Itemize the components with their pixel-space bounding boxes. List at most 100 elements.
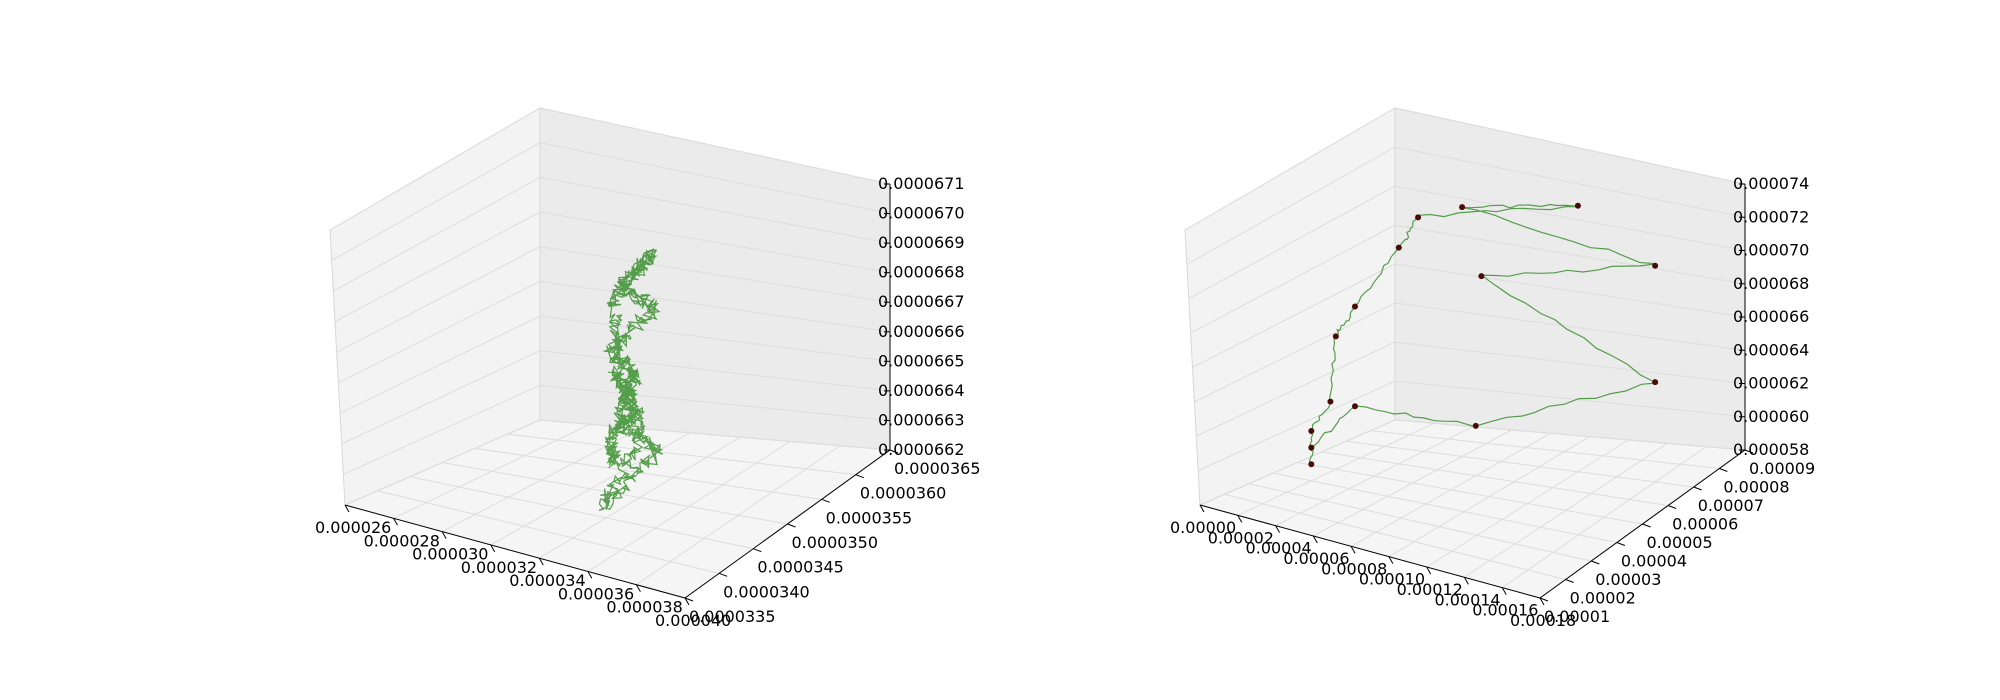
grid-line [539,350,891,392]
x-tick-mark [538,557,544,566]
x-tick-mark [1464,577,1469,585]
x-tick-mark [441,531,447,539]
z-tick-label: 0.000070 [1733,241,1809,260]
y-tick-label: 0.00005 [1647,533,1713,552]
y-tick-mark [821,498,830,503]
x-tick-label: 0.000034 [509,571,585,590]
right-grid [1184,107,1746,599]
grid-line [338,280,541,384]
grid-line [1197,380,1396,472]
grid-line [331,142,541,261]
grid-line [1394,185,1746,251]
x-tick-mark [1501,587,1507,595]
left-3d-axes: 0.0000260.0000280.0000300.0000320.000034… [315,107,981,630]
x-tick-label: 0.000030 [412,545,488,564]
y-tick-mark [1719,468,1728,472]
grid-line [344,419,541,506]
x-tick-mark [1388,556,1394,564]
z-tick-label: 0.0000665 [878,351,965,370]
grid-line [1394,263,1746,318]
y-tick-mark [787,523,796,528]
grid-line [1186,146,1396,265]
trajectory-line [598,247,664,511]
z-tick-label: 0.0000664 [878,381,965,400]
z-tick-label: 0.000064 [1733,340,1809,359]
x-tick-mark [587,571,593,579]
z-tick-label: 0.0000668 [878,263,965,282]
trajectory-point [1459,204,1466,211]
grid-line [329,107,541,231]
right-3d-axes: 0.000000.000020.000040.000060.000080.000… [1170,107,1815,630]
y-tick-label: 0.0000340 [723,582,810,601]
z-tick-label: 0.000058 [1733,440,1809,459]
grid-line [333,176,541,292]
trajectory-point [1415,214,1422,221]
grid-line [1273,472,1617,543]
right-y-ticks: 0.000010.000020.000030.000040.000050.000… [1539,449,1815,626]
x-tick-mark [344,504,350,513]
x-tick-label: 0.00012 [1397,580,1463,599]
y-tick-label: 0.0000345 [757,558,844,577]
x-tick-mark [490,544,496,553]
grid-line [539,280,891,333]
trajectory-point [1308,427,1315,434]
z-tick-label: 0.0000671 [878,174,965,193]
x-tick-mark [635,584,641,592]
x-tick-mark [1350,546,1356,554]
grid-line [1194,302,1396,403]
y-tick-mark [1744,449,1754,454]
x-tick-label: 0.00000 [1170,518,1236,537]
y-tick-label: 0.00008 [1723,478,1789,497]
x-tick-mark [1275,525,1280,533]
grid-line [1394,341,1746,384]
grid-line [1346,440,1694,488]
right-x-axis-line [1199,504,1541,599]
y-tick-mark [684,597,694,602]
grid-line [539,176,891,244]
grid-line [539,246,891,303]
grid-line [1192,263,1396,368]
y-tick-label: 0.00004 [1621,552,1687,571]
z-tick-label: 0.000074 [1733,174,1809,193]
grid-line [1394,146,1746,218]
grid-line [1394,380,1746,418]
trajectory-point [1308,461,1315,468]
y-tick-mark [1565,579,1574,583]
x-tick-label: 0.00002 [1208,528,1274,547]
grid-line [339,315,541,414]
y-tick-mark [1616,542,1626,546]
trajectory-point [1652,262,1659,269]
grid-line [1370,430,1720,469]
y-tick-mark [1642,523,1651,528]
x-tick-mark [1312,535,1318,544]
z-tick-label: 0.000062 [1733,374,1809,393]
grid-line [409,476,754,550]
grid-line [1199,419,1396,506]
x-tick-label: 0.00004 [1246,539,1312,558]
y-tick-mark [1693,486,1702,491]
left-data-trajectory [598,247,664,511]
grid-line [1196,341,1396,437]
z-tick-label: 0.000066 [1733,307,1809,326]
y-tick-label: 0.00003 [1595,570,1661,589]
grid-line [474,447,822,500]
x-tick-mark [1539,597,1545,606]
trajectory-point [1308,444,1315,451]
grid-line [1248,483,1592,562]
left-x-ticks: 0.0000260.0000280.0000300.0000320.000034… [315,504,731,630]
y-tick-label: 0.00001 [1544,607,1610,626]
z-tick-label: 0.0000669 [878,233,965,252]
grid-line [1224,493,1566,580]
trajectory-point [1327,398,1334,405]
grid-line [1190,224,1396,334]
y-tick-label: 0.00006 [1672,515,1738,534]
x-tick-label: 0.000028 [364,531,440,550]
y-tick-mark [1539,597,1549,602]
grid-line [507,433,856,476]
trajectory-point [1478,273,1485,280]
x-tick-label: 0.00018 [1510,611,1576,630]
grid-line [334,211,541,323]
y-tick-mark [1591,560,1600,565]
grid-line [1394,224,1746,285]
